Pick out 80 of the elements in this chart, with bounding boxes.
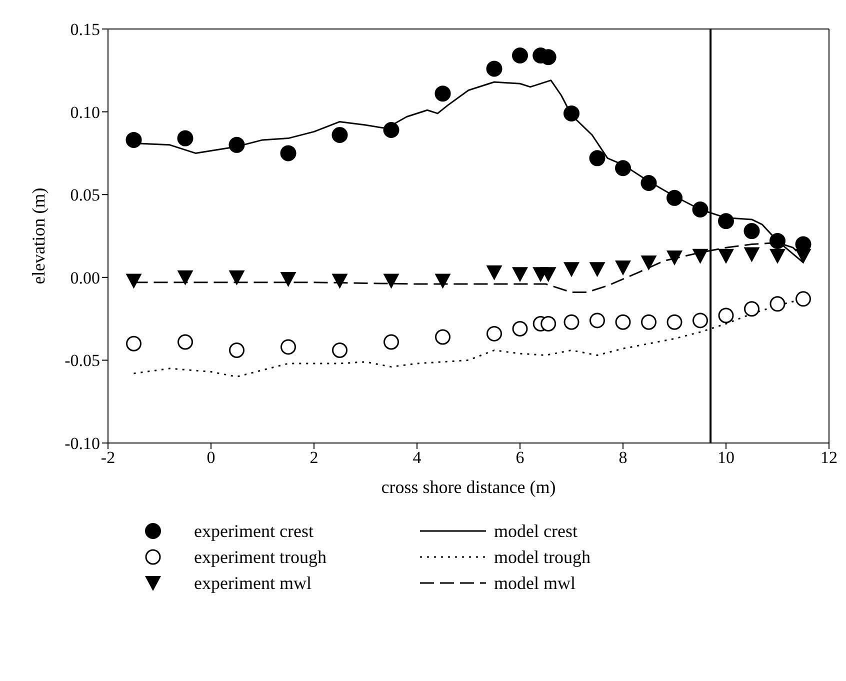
x-tick-label: 2 (310, 448, 318, 468)
point (640, 175, 657, 192)
point (126, 132, 142, 148)
point (435, 329, 450, 345)
y-tick-label: -0.05 (64, 351, 100, 370)
point (434, 274, 451, 289)
point (126, 336, 142, 352)
point (615, 260, 631, 276)
point (332, 126, 348, 143)
point (770, 232, 786, 249)
y-tick-label: 0.05 (70, 186, 100, 205)
point (434, 86, 451, 102)
point (512, 47, 528, 64)
point (770, 296, 786, 312)
point (384, 334, 399, 350)
point (718, 213, 734, 230)
y-axis-title: elevation (m) (28, 188, 48, 284)
point (177, 130, 194, 146)
legend-label: model trough (494, 546, 590, 568)
point (666, 250, 682, 266)
point (564, 262, 580, 278)
point (666, 190, 682, 206)
x-tick-label: 6 (516, 448, 524, 468)
point (590, 312, 605, 328)
point (228, 270, 245, 286)
point (564, 314, 580, 330)
point (615, 160, 631, 176)
point (280, 272, 296, 288)
point (564, 105, 580, 122)
legend-label: model mwl (494, 572, 576, 594)
point (486, 60, 502, 77)
point (744, 247, 760, 262)
point (486, 265, 502, 280)
point (332, 342, 348, 358)
y-tick-label: 0.15 (70, 20, 100, 40)
x-tick-label: 12 (820, 448, 838, 468)
point (280, 145, 296, 162)
point (229, 342, 244, 358)
point (126, 274, 142, 289)
x-tick-label: 0 (206, 448, 216, 468)
point (383, 274, 400, 289)
point (744, 223, 760, 240)
point (692, 248, 708, 264)
point (641, 314, 656, 330)
point (540, 267, 556, 282)
point (718, 308, 734, 324)
point (540, 316, 556, 332)
x-tick-label: 10 (718, 448, 734, 468)
point (666, 314, 682, 330)
point (512, 320, 528, 336)
point (589, 262, 606, 278)
point (640, 255, 657, 270)
y-tick-label: -0.10 (64, 434, 100, 454)
point (692, 312, 708, 328)
legend-label: experiment mwl (194, 572, 312, 594)
point (770, 248, 786, 264)
x-axis-title: cross shore distance (m) (381, 477, 556, 497)
y-tick-label: 0.00 (70, 268, 100, 288)
point (177, 270, 194, 286)
x-tick-label: -2 (100, 448, 116, 468)
point (383, 122, 400, 138)
point (332, 274, 348, 289)
legend-label: model crest (494, 520, 578, 542)
point (692, 202, 708, 218)
x-tick-label: 4 (412, 448, 422, 468)
point (615, 314, 631, 330)
legend-label: experiment crest (194, 520, 314, 542)
point (744, 301, 760, 317)
legend-label: experiment trough (194, 546, 326, 568)
point (718, 248, 734, 264)
point (796, 291, 811, 307)
point (795, 248, 812, 264)
point (486, 326, 502, 342)
point (280, 339, 296, 355)
y-tick-label: 0.10 (70, 102, 100, 122)
point (589, 150, 606, 166)
point (228, 136, 245, 153)
point (178, 334, 193, 350)
point (512, 267, 528, 282)
x-tick-label: 8 (618, 448, 628, 468)
